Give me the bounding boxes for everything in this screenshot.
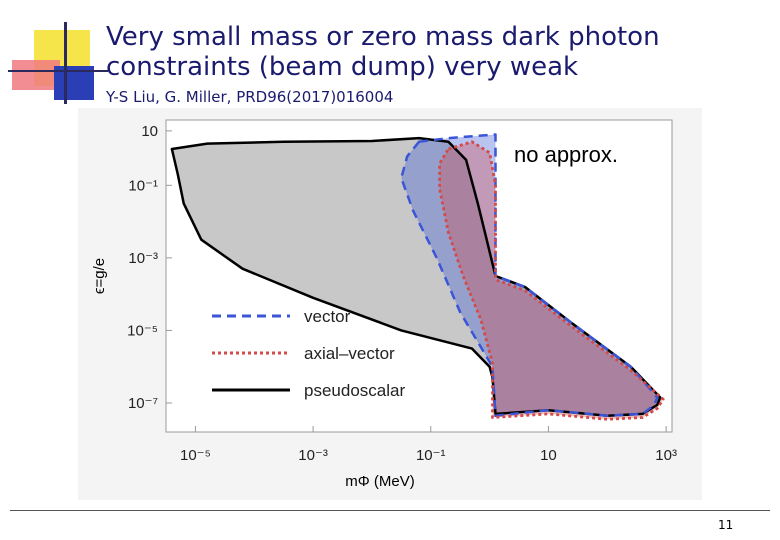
x-axis-ticks: 10⁻⁵ 10⁻³ 10⁻¹ 10 10³	[180, 426, 677, 464]
constraint-regions	[170, 133, 665, 421]
deco-vertical-line	[64, 22, 67, 104]
y-tick-label: 10⁻³	[128, 250, 158, 267]
x-tick-label: 10⁻⁵	[180, 447, 211, 464]
x-tick-label: 10³	[655, 447, 677, 464]
plot-frame	[165, 119, 673, 433]
y-tick-label: 10	[141, 123, 158, 140]
x-tick-label: 10⁻¹	[416, 447, 446, 464]
legend-label-pseudoscalar: pseudoscalar	[304, 381, 405, 400]
legend-label-vector: vector	[304, 307, 351, 326]
x-axis-label: mΦ (MeV)	[345, 473, 414, 490]
axial-boundary	[438, 140, 665, 421]
y-axis-ticks: 10 10⁻¹ 10⁻³ 10⁻⁵ 10⁻⁷	[127, 123, 172, 412]
pseudoscalar-region-fill	[171, 138, 661, 416]
footer-rule	[10, 510, 770, 511]
slide-title-line-1: Very small mass or zero mass dark photon	[106, 22, 660, 52]
y-tick-label: 10⁻¹	[128, 177, 158, 194]
y-axis-label: ϵ=g/e	[91, 258, 108, 294]
deco-red-block	[12, 60, 60, 90]
slide-title: Very small mass or zero mass dark photon…	[106, 22, 746, 82]
y-tick-label: 10⁻⁷	[128, 395, 158, 412]
page-number: 11	[718, 518, 734, 532]
vector-region-fill	[401, 134, 658, 416]
annotation-no-approx: no approx.	[514, 142, 618, 167]
x-tick-label: 10⁻³	[298, 447, 328, 464]
deco-horizontal-line	[8, 70, 108, 72]
citation: Y-S Liu, G. Miller, PRD96(2017)016004	[106, 88, 394, 106]
legend: vector axial–vector pseudoscalar	[212, 307, 405, 400]
dark-photon-constraints-chart: 10⁻⁵ 10⁻³ 10⁻¹ 10 10³ 10 10⁻¹ 10⁻³ 10⁻⁵ 10⁻⁷ no …	[78, 108, 702, 500]
y-tick-label: 10⁻⁵	[127, 322, 158, 339]
x-tick-label: 10	[540, 447, 557, 464]
legend-label-axial: axial–vector	[304, 344, 395, 363]
slide-title-line-2: constraints (beam dump) very weak	[106, 52, 579, 82]
